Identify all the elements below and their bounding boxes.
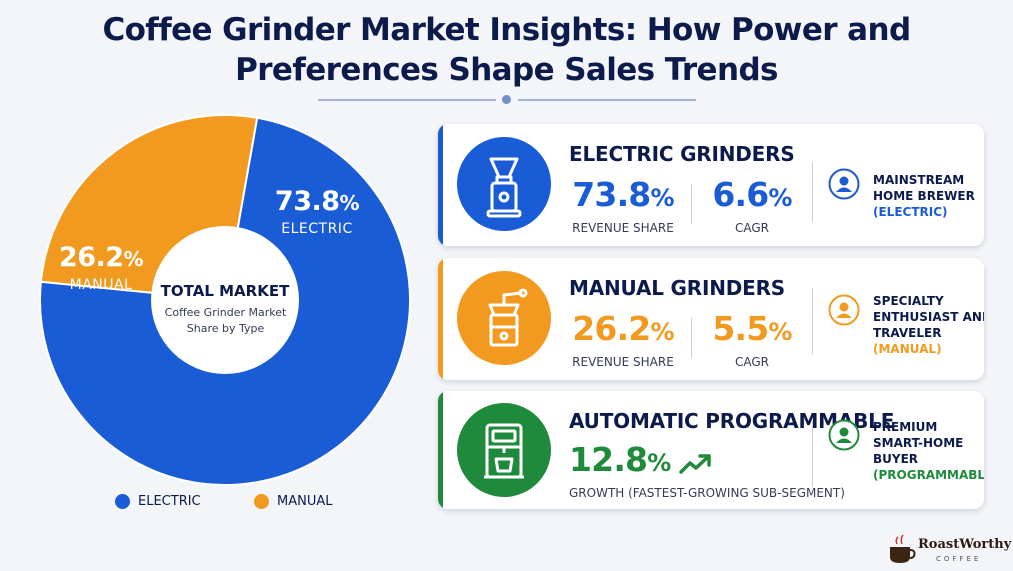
electric-revenue-share: 73.8% REVENUE SHARE [563, 175, 683, 236]
manual-persona: SPECIALTY ENTHUSIAST AND TRAVELER (MANUA… [873, 294, 984, 356]
electric-persona: MAINSTREAM HOME BREWER (ELECTRIC) [873, 173, 975, 219]
market-share-pie-chart [39, 114, 411, 486]
persona-divider [812, 162, 813, 222]
person-icon [828, 419, 860, 451]
legend-item-manual: MANUAL [254, 494, 333, 509]
card-accent-bar [438, 258, 443, 380]
automatic-programmable-card: AUTOMATIC PROGRAMMABLE 12.8% GROWTH (FAS… [438, 391, 984, 509]
automatic-growth: 12.8% GROWTH (FASTEST-GROWING SUB-SEGMEN… [569, 440, 845, 501]
legend-swatch-manual [254, 494, 269, 509]
electric-slice-label: 73.8% ELECTRIC [262, 186, 372, 237]
page-title: Coffee Grinder Market Insights: How Powe… [0, 10, 1013, 90]
coffee-machine-icon [457, 403, 551, 497]
metric-divider [691, 184, 692, 224]
title-divider-right [518, 99, 696, 101]
manual-share-value: 26.2 [572, 309, 651, 348]
manual-cagr-label: CAGR [734, 355, 769, 369]
manual-card-heading: MANUAL GRINDERS [569, 276, 785, 300]
title-divider-dot [502, 95, 511, 104]
logo-subtitle: COFFEE [936, 555, 982, 563]
persona-divider [812, 421, 813, 487]
trend-up-icon [679, 454, 711, 474]
legend-label-manual: MANUAL [277, 494, 333, 509]
pie-center-subtitle: Coffee Grinder Market Share by Type [164, 306, 287, 335]
manual-cagr-value: 5.5 [712, 309, 769, 348]
automatic-growth-value: 12.8 [569, 440, 648, 479]
manual-slice-label: 26.2% MANUAL [48, 242, 154, 293]
electric-slice-name: ELECTRIC [281, 221, 353, 237]
electric-cagr-value: 6.6 [712, 175, 769, 214]
electric-slice-value: 73.8 [274, 186, 340, 217]
manual-cagr: 5.5% CAGR [700, 309, 804, 370]
automatic-persona: PREMIUM SMART-HOME BUYER (PROGRAMMABLE) [873, 420, 984, 482]
roastworthy-logo [890, 534, 916, 563]
manual-slice-name: MANUAL [69, 277, 133, 293]
electric-grinders-card: ELECTRIC GRINDERS 73.8% REVENUE SHARE 6.… [438, 124, 984, 246]
electric-cagr: 6.6% CAGR [700, 175, 804, 236]
legend-swatch-electric [115, 494, 130, 509]
person-icon [828, 294, 860, 326]
title-line-1: Coffee Grinder Market Insights: How Powe… [102, 12, 911, 48]
electric-share-label: REVENUE SHARE [572, 221, 674, 235]
pie-center-title: TOTAL MARKET [160, 282, 290, 300]
electric-share-value: 73.8 [572, 175, 651, 214]
title-divider-left [318, 99, 496, 101]
electric-cagr-label: CAGR [734, 221, 769, 235]
logo-name: RoastWorthy [918, 537, 1012, 552]
electric-card-heading: ELECTRIC GRINDERS [569, 142, 795, 166]
persona-divider [812, 288, 813, 354]
card-accent-bar [438, 391, 443, 509]
electric-grinder-icon [457, 137, 551, 231]
person-icon [828, 168, 860, 200]
manual-grinders-card: MANUAL GRINDERS 26.2% REVENUE SHARE 5.5%… [438, 258, 984, 380]
manual-revenue-share: 26.2% REVENUE SHARE [563, 309, 683, 370]
automatic-growth-label: GROWTH (FASTEST-GROWING SUB-SEGMENT) [569, 486, 845, 500]
legend-label-electric: ELECTRIC [138, 494, 201, 509]
manual-share-label: REVENUE SHARE [572, 355, 674, 369]
manual-grinder-icon [457, 271, 551, 365]
card-accent-bar [438, 124, 443, 246]
legend-item-electric: ELECTRIC [115, 494, 201, 509]
manual-slice-value: 26.2 [58, 242, 124, 273]
title-line-2: Preferences Shape Sales Trends [235, 52, 778, 88]
pie-center-hole [151, 226, 299, 374]
metric-divider [691, 318, 692, 358]
